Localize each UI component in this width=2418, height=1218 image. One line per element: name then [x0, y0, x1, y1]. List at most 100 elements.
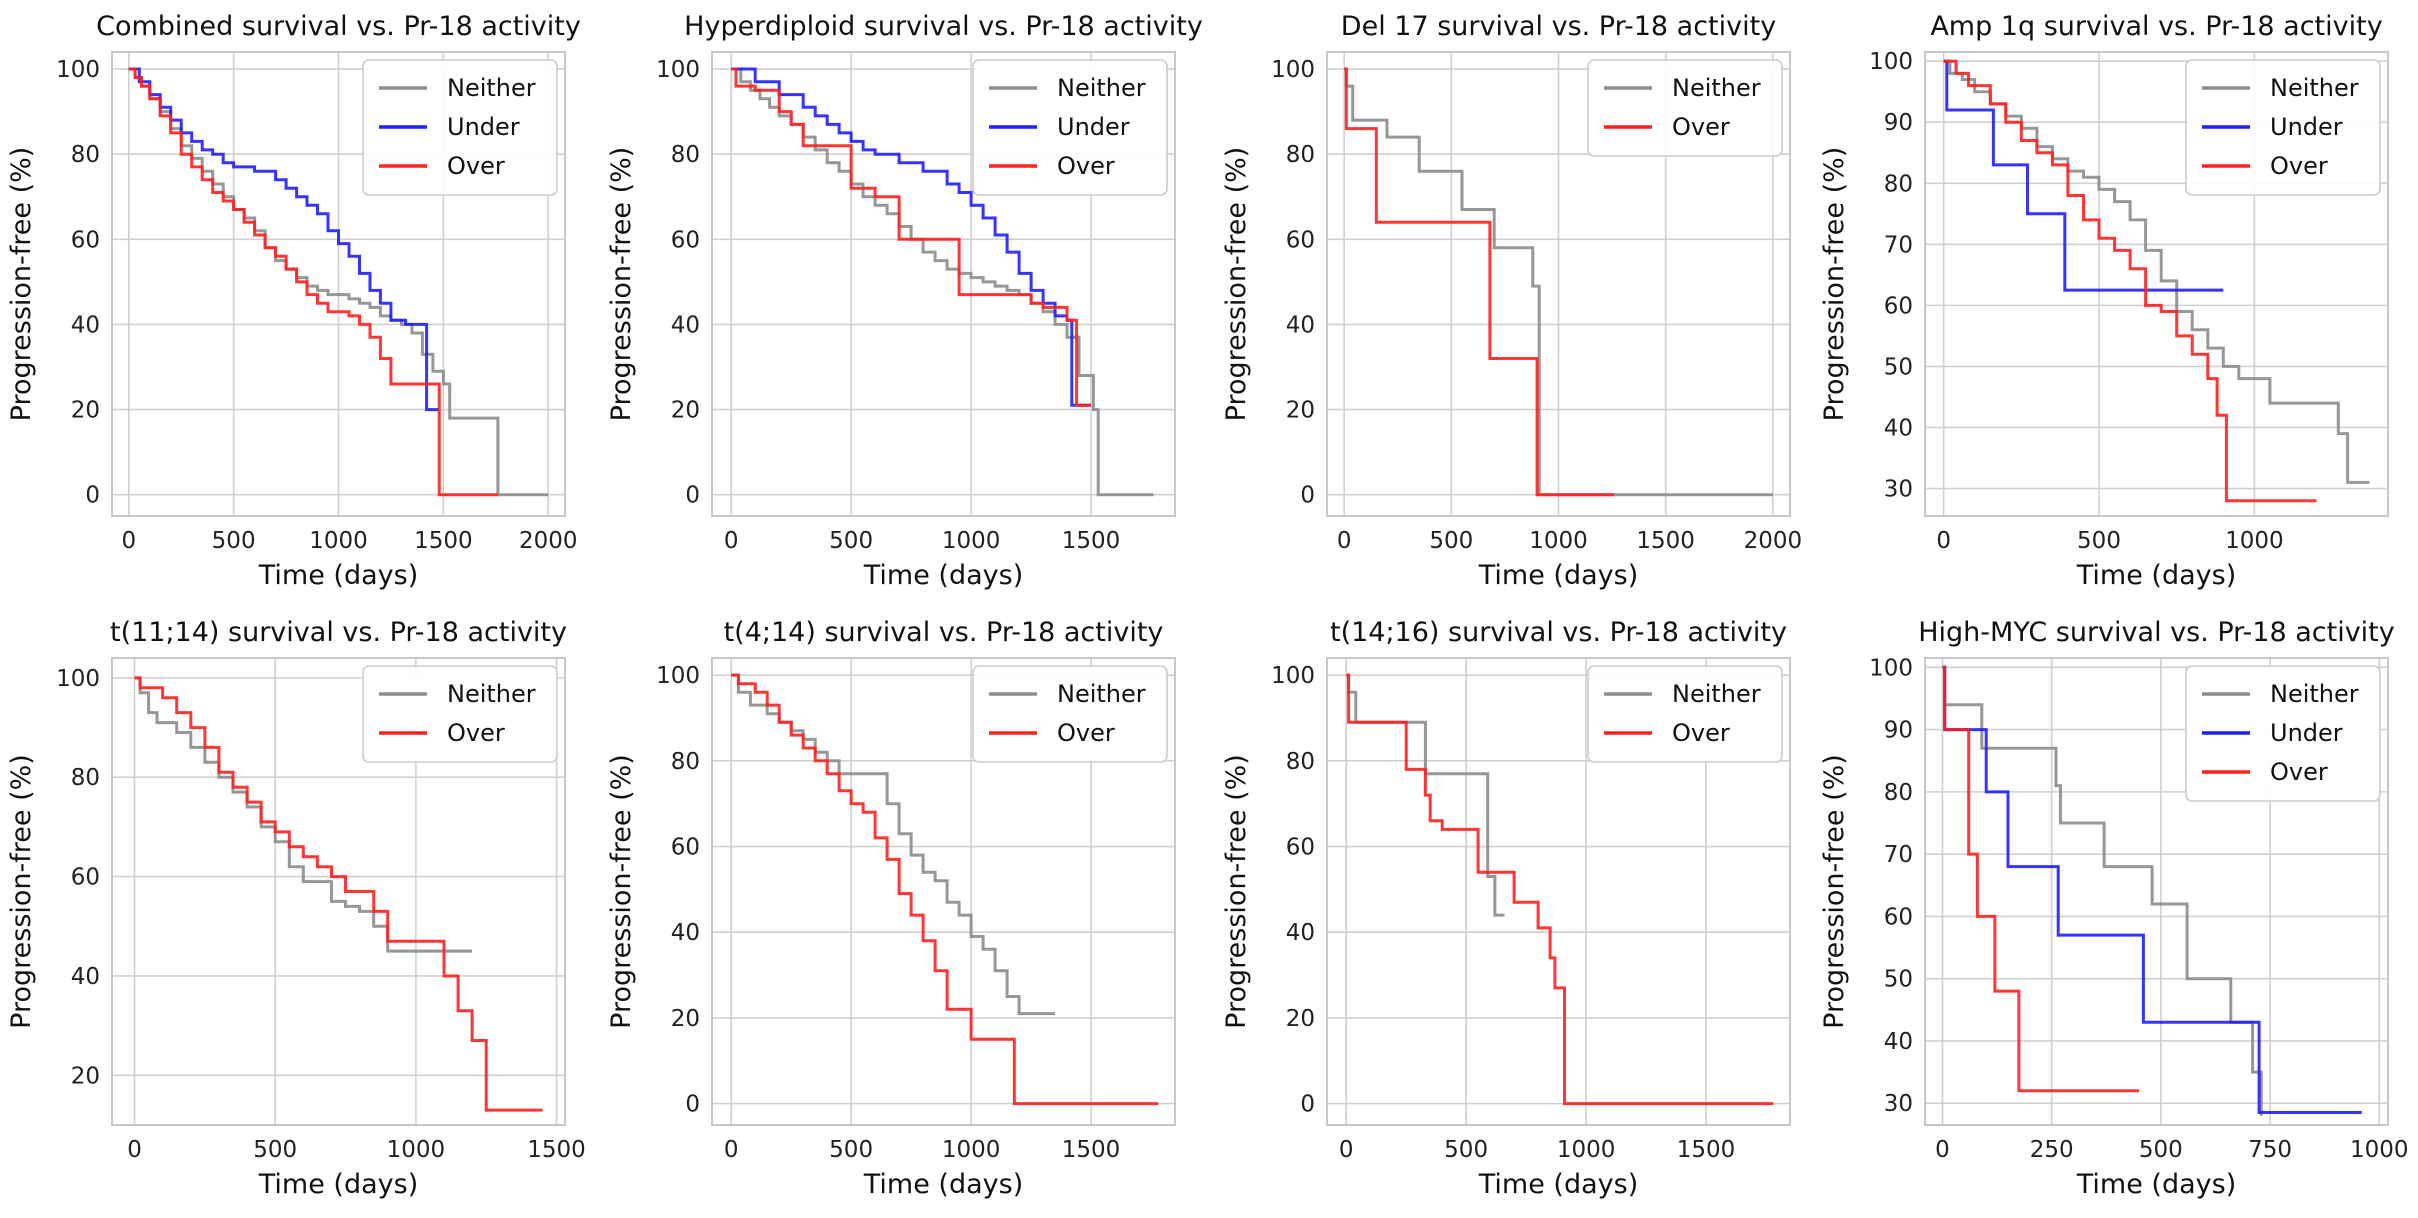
y-tick-label: 60 — [1286, 227, 1315, 253]
y-tick-label: 40 — [1884, 415, 1913, 441]
x-axis-label: Time (days) — [258, 560, 418, 591]
series-line-under — [1943, 59, 2224, 292]
x-tick-label: 1000 — [309, 528, 368, 554]
y-tick-label: 70 — [1884, 232, 1913, 258]
y-tick-label: 40 — [1884, 1029, 1913, 1055]
y-tick-label: 20 — [71, 398, 100, 424]
series-line-over — [134, 676, 543, 1112]
y-tick-label: 70 — [1884, 842, 1913, 868]
x-tick-label: 500 — [1444, 1137, 1488, 1163]
plot-frame — [1924, 657, 2389, 1126]
chart-title: t(11;14) survival vs. Pr-18 activity — [110, 617, 567, 648]
series-line-neither — [1344, 67, 1773, 497]
y-tick-label: 20 — [71, 1063, 100, 1089]
series-line-over — [1346, 673, 1774, 1106]
y-tick-label: 20 — [1286, 398, 1315, 424]
chart-title: Hyperdiploid survival vs. Pr-18 activity — [684, 11, 1203, 42]
y-tick-label: 80 — [671, 749, 700, 775]
chart-title: t(4;14) survival vs. Pr-18 activity — [724, 617, 1164, 648]
chart-title: t(14;16) survival vs. Pr-18 activity — [1330, 617, 1787, 648]
legend-label: Over — [1672, 719, 1730, 747]
legend-box — [1587, 665, 1783, 763]
legend-label: Neither — [1672, 680, 1761, 708]
legend: Neither Over — [1587, 665, 1783, 763]
y-tick-label: 80 — [671, 142, 700, 168]
y-tick-label: 20 — [1286, 1006, 1315, 1032]
y-tick-label: 40 — [71, 312, 100, 338]
x-tick-label: 1000 — [387, 1137, 446, 1163]
series-line-over — [731, 67, 1091, 407]
x-axis-label: Time (days) — [2076, 1169, 2236, 1200]
x-tick-label: 0 — [121, 528, 136, 554]
legend-box — [2185, 59, 2381, 196]
legend-label: Neither — [1672, 74, 1761, 102]
x-tick-label: 1000 — [942, 1137, 1001, 1163]
chart-panel-3: 0 500 1000 1500 2000 0 20 40 60 80 100 Del 17 survi… — [1221, 11, 1802, 591]
x-axis-label: Time (days) — [1478, 1169, 1638, 1200]
x-tick-label: 500 — [212, 528, 256, 554]
plot-frame — [111, 657, 566, 1126]
y-axis-label: Progression-free (%) — [1819, 147, 1850, 422]
plot-frame — [1326, 51, 1791, 517]
x-tick-label: 500 — [253, 1137, 297, 1163]
y-tick-label: 0 — [685, 483, 700, 509]
x-tick-label: 0 — [1339, 1137, 1354, 1163]
chart-panel-8: 0 250 500 750 1000 30 40 50 60 70 80 90 100High-MYC … — [1819, 617, 2409, 1200]
y-tick-label: 100 — [1869, 49, 1913, 75]
legend-label: Neither — [447, 74, 536, 102]
y-tick-label: 40 — [671, 312, 700, 338]
x-tick-label: 1500 — [1636, 528, 1695, 554]
legend-label: Over — [447, 719, 505, 747]
y-tick-label: 60 — [71, 865, 100, 891]
y-tick-label: 80 — [1286, 142, 1315, 168]
legend-label: Over — [1057, 719, 1115, 747]
chart-title: High-MYC survival vs. Pr-18 activity — [1918, 617, 2395, 648]
y-tick-label: 100 — [1869, 655, 1913, 681]
legend-box — [362, 59, 558, 196]
plot-frame — [711, 657, 1176, 1126]
series-line-under — [128, 67, 440, 412]
y-tick-label: 30 — [1884, 477, 1913, 503]
legend-box — [2185, 665, 2381, 802]
plot-frame — [1326, 657, 1791, 1126]
x-tick-label: 1500 — [1062, 1137, 1121, 1163]
y-tick-label: 30 — [1884, 1091, 1913, 1117]
y-tick-label: 80 — [71, 765, 100, 791]
legend: Neither Under Over — [2185, 665, 2381, 802]
x-tick-label: 1000 — [2350, 1137, 2409, 1163]
legend: Neither Under Over — [362, 59, 558, 196]
x-tick-label: 500 — [829, 528, 873, 554]
y-tick-label: 100 — [1271, 57, 1315, 83]
y-tick-label: 0 — [1300, 1092, 1315, 1118]
x-tick-label: 500 — [829, 1137, 873, 1163]
x-tick-label: 250 — [2030, 1137, 2074, 1163]
y-tick-label: 40 — [671, 920, 700, 946]
y-tick-label: 60 — [1884, 904, 1913, 930]
y-tick-label: 0 — [685, 1092, 700, 1118]
y-tick-label: 0 — [1300, 483, 1315, 509]
legend-label: Neither — [1057, 680, 1146, 708]
legend: Neither Over — [362, 665, 558, 763]
x-tick-label: 0 — [724, 528, 739, 554]
legend-label: Under — [447, 113, 520, 141]
x-tick-label: 0 — [1936, 528, 1951, 554]
y-tick-label: 80 — [1884, 171, 1913, 197]
chart-panel-1: 0 500 1000 1500 2000 0 20 40 60 80 100 Combined sur… — [6, 11, 581, 591]
y-axis-label: Progression-free (%) — [6, 147, 37, 422]
y-tick-label: 100 — [1271, 663, 1315, 689]
y-tick-label: 90 — [1884, 718, 1913, 744]
chart-title: Combined survival vs. Pr-18 activity — [96, 11, 581, 42]
y-tick-label: 50 — [1884, 354, 1913, 380]
x-axis-label: Time (days) — [2076, 560, 2236, 591]
chart-panel-2: 0 500 1000 1500 0 20 40 60 80 100 Hyperdiploid sur… — [606, 11, 1203, 591]
chart-title: Amp 1q survival vs. Pr-18 activity — [1930, 11, 2382, 42]
y-tick-label: 20 — [671, 1006, 700, 1032]
plot-frame — [711, 51, 1176, 517]
legend-label: Neither — [447, 680, 536, 708]
chart-panel-4: 0 500 1000 30 40 50 60 70 80 90 100 Amp 1q survival… — [1819, 11, 2389, 591]
x-tick-label: 750 — [2248, 1137, 2292, 1163]
x-tick-label: 0 — [1935, 1137, 1950, 1163]
y-tick-label: 60 — [1884, 293, 1913, 319]
legend-box — [972, 59, 1168, 196]
series-line-over — [731, 673, 1159, 1106]
